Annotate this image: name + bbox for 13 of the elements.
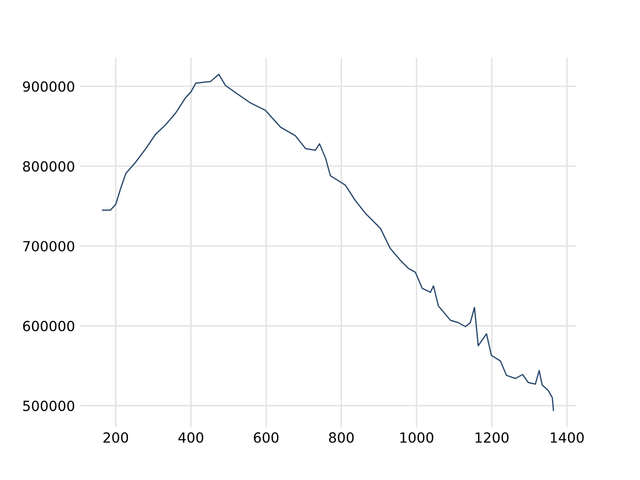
y-tick-label: 900000 (22, 81, 74, 92)
x-tick-label: 1000 (400, 432, 434, 443)
line-series (102, 74, 554, 412)
x-tick-label: 1200 (476, 432, 509, 443)
y-tick-label: 600000 (23, 320, 74, 332)
y-tick-label: 700000 (23, 240, 74, 252)
y-tick-label: 800000 (23, 161, 74, 172)
y-tick-label: 500000 (23, 400, 74, 412)
x-tick-label: 1400 (550, 432, 584, 443)
x-tick-label: 800 (329, 432, 354, 443)
x-tick-label: 400 (178, 432, 204, 443)
x-tick-label: 600 (254, 432, 278, 443)
x-tick-label: 200 (103, 432, 128, 443)
